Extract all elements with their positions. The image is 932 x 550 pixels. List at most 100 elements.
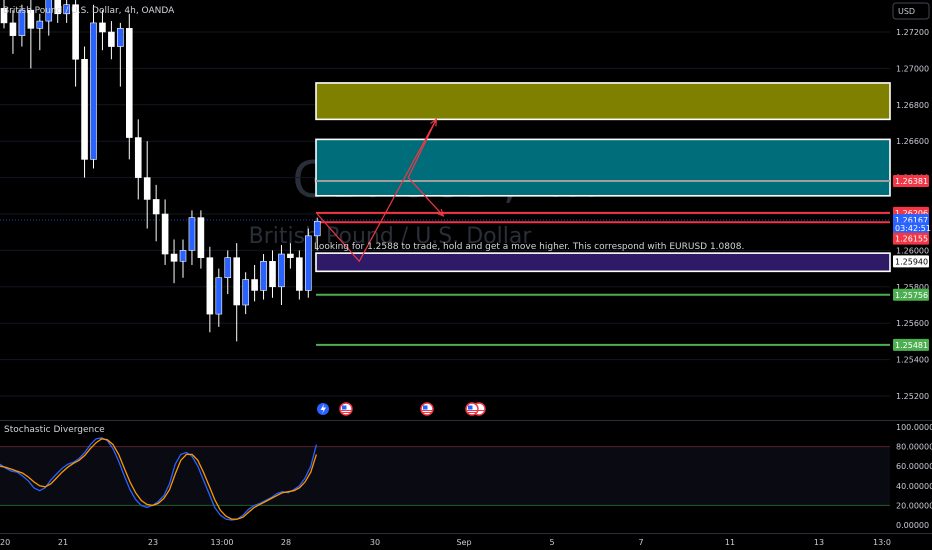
time-tick-label: 13 <box>814 538 824 547</box>
candle-body <box>304 235 312 291</box>
candle-body <box>18 9 26 36</box>
candle-body <box>278 253 285 288</box>
candle-body <box>170 253 178 262</box>
candle-body <box>161 213 169 255</box>
time-tick-label: 13:00 <box>210 538 233 547</box>
price-tag-label: 03:42:51 <box>895 224 931 233</box>
us-flag-icon[interactable] <box>420 402 434 416</box>
indicator-axis[interactable]: 100.00000 80.00000 60.00000 40.00000 20.0000… <box>896 423 932 530</box>
price-levels[interactable] <box>316 180 890 346</box>
price-tick-label: 1.27000 <box>896 64 929 73</box>
candle-body <box>108 31 115 47</box>
indicator-tick-label: 80.00000 <box>896 443 932 452</box>
stoch-d-line <box>0 438 318 520</box>
price-tick-label: 1.26600 <box>896 137 929 146</box>
candle-body <box>36 20 44 29</box>
candle-body <box>143 177 151 200</box>
price-tick-label: 1.25800 <box>896 283 929 292</box>
candle-body <box>81 58 88 160</box>
candle-body <box>287 253 294 258</box>
candle-body <box>188 217 196 251</box>
candle-body <box>45 0 53 22</box>
time-tick-label: 30 <box>370 538 380 547</box>
stoch-k-line <box>0 437 318 521</box>
indicator-tick-label: 100.00000 <box>896 423 932 432</box>
candle-body <box>54 0 62 15</box>
symbol-title: British Pound / U.S. Dollar, 4h, OANDA <box>3 6 175 16</box>
teal-zone[interactable] <box>315 138 891 197</box>
price-tag <box>893 288 929 301</box>
price-tag <box>893 222 929 235</box>
indicator-tick-label: 0.00000 <box>896 521 929 530</box>
price-tag <box>893 255 929 268</box>
flash-icon[interactable] <box>317 403 329 415</box>
stoch-band <box>0 446 890 506</box>
price-tick-label: 1.26000 <box>896 246 929 255</box>
candle-body <box>117 28 124 47</box>
candle-body <box>224 257 232 278</box>
zones[interactable] <box>315 82 891 273</box>
us-flag-icon[interactable] <box>339 402 353 416</box>
time-tick-label: 5 <box>549 538 554 547</box>
time-tick-label: 28 <box>281 538 291 547</box>
time-tick-label: Sep <box>456 538 471 547</box>
candle-body <box>27 9 35 29</box>
price-tick-label: 1.26800 <box>896 101 929 110</box>
candle-body <box>90 22 97 160</box>
purple-zone[interactable] <box>315 252 891 273</box>
price-tag-label: 1.25940 <box>895 257 928 266</box>
projected-path[interactable] <box>316 118 445 263</box>
candle-body <box>63 4 70 15</box>
candle-body <box>152 199 160 215</box>
annotation-note[interactable]: Looking for 1.2588 to trade, hold and ge… <box>314 242 744 252</box>
candle-body <box>126 28 133 138</box>
candle-body <box>179 250 187 262</box>
event-markers[interactable] <box>317 402 486 416</box>
price-tag <box>893 175 929 188</box>
us-flag-icon[interactable] <box>465 402 479 416</box>
price-tag-label: 1.26381 <box>895 177 928 186</box>
arrow-head <box>436 208 445 217</box>
price-tag-label: 1.26167 <box>895 216 928 225</box>
candle-body <box>134 137 142 178</box>
price-axis-background <box>890 0 932 550</box>
indicator-tick-label: 20.00000 <box>896 501 932 510</box>
candle-body <box>233 257 240 306</box>
time-tick-label: 7 <box>638 538 643 547</box>
candle-body <box>296 257 303 291</box>
candle-body <box>197 217 205 258</box>
indicator-title: Stochastic Divergence <box>4 425 105 435</box>
price-tick-label: 1.25200 <box>896 392 929 401</box>
indicator-tick-label: 60.00000 <box>896 462 932 471</box>
time-tick-label: 23 <box>148 538 158 547</box>
stochastic-pane <box>0 437 890 521</box>
time-tick-label: 13:0 <box>873 538 891 547</box>
candle-body <box>251 279 258 291</box>
indicator-tick-label: 40.00000 <box>896 482 932 491</box>
price-tag-label: 1.25756 <box>895 291 928 300</box>
candle-body <box>9 22 17 36</box>
candle-body <box>260 261 267 291</box>
currency-label: USD <box>898 7 915 16</box>
currency-button[interactable]: USD <box>892 2 930 20</box>
arrow-head <box>430 118 437 127</box>
price-tag <box>893 338 929 351</box>
price-tag-label: 1.26155 <box>895 235 928 244</box>
time-axis[interactable]: 20 21 23 13:00 28 30 Sep 5 7 11 13 13:0 <box>0 538 891 547</box>
candle-body <box>242 279 249 306</box>
candle-body <box>72 4 79 60</box>
time-tick-label: 20 <box>0 538 10 547</box>
candle-body <box>0 8 8 24</box>
candle-body <box>206 257 214 315</box>
price-tick-label: 1.25400 <box>896 356 929 365</box>
watermark-name: British Pound / U.S. Dollar <box>249 224 533 249</box>
olive-zone[interactable] <box>315 82 891 121</box>
candles <box>0 0 321 342</box>
candle-body <box>99 22 106 33</box>
price-tag <box>893 232 929 245</box>
price-tag-label: 1.26206 <box>895 209 928 218</box>
price-tag-label: 1.25481 <box>895 341 928 350</box>
candle-body <box>313 220 321 237</box>
